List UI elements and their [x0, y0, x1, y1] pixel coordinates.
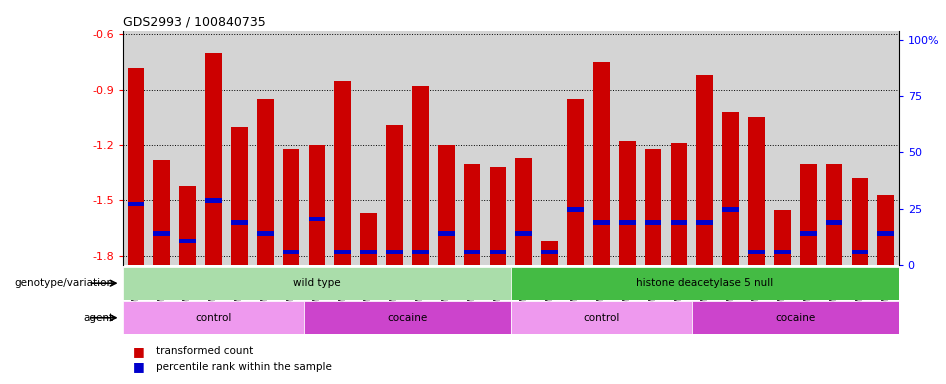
Bar [334, 250, 351, 254]
Bar [567, 99, 584, 265]
Bar [851, 250, 868, 254]
Text: percentile rank within the sample: percentile rank within the sample [156, 362, 332, 372]
Bar [256, 99, 273, 265]
Bar [748, 118, 765, 265]
Bar [231, 127, 248, 265]
Bar [722, 207, 739, 212]
Bar [799, 164, 816, 265]
Text: ■: ■ [132, 360, 144, 373]
Bar [304, 301, 511, 334]
Bar [360, 214, 377, 265]
Bar [671, 143, 688, 265]
Bar [489, 167, 506, 265]
Text: histone deacetylase 5 null: histone deacetylase 5 null [636, 278, 774, 288]
Text: cocaine: cocaine [387, 313, 428, 323]
Bar [826, 220, 843, 225]
Bar [128, 202, 145, 207]
Bar [386, 125, 403, 265]
Bar [386, 250, 403, 254]
Bar [412, 250, 429, 254]
Text: agent: agent [83, 313, 114, 323]
Bar [593, 62, 610, 265]
Bar [799, 231, 816, 236]
Bar [412, 86, 429, 265]
Bar [541, 241, 558, 265]
Bar [123, 267, 511, 300]
Bar [516, 158, 533, 265]
Bar [123, 301, 304, 334]
Bar [567, 207, 584, 212]
Bar [541, 250, 558, 254]
Text: ■: ■ [132, 345, 144, 358]
Bar [644, 220, 661, 225]
Bar [511, 267, 899, 300]
Bar [619, 141, 636, 265]
Text: control: control [583, 313, 620, 323]
Bar [231, 220, 248, 225]
Text: transformed count: transformed count [156, 346, 254, 356]
Bar [464, 164, 481, 265]
Bar [153, 160, 170, 265]
Bar [205, 198, 222, 203]
Bar [438, 145, 455, 265]
Bar [205, 53, 222, 265]
Bar [696, 220, 713, 225]
Bar [671, 220, 688, 225]
Text: wild type: wild type [293, 278, 341, 288]
Bar [464, 250, 481, 254]
Bar [619, 220, 636, 225]
Bar [308, 217, 325, 221]
Text: cocaine: cocaine [775, 313, 815, 323]
Bar [877, 231, 894, 236]
Bar [438, 231, 455, 236]
Bar [360, 250, 377, 254]
Bar [851, 178, 868, 265]
Bar [308, 145, 325, 265]
Bar [774, 210, 791, 265]
Bar [877, 195, 894, 265]
Text: control: control [195, 313, 232, 323]
Bar [516, 231, 533, 236]
Bar [179, 239, 196, 243]
Bar [334, 81, 351, 265]
Bar [774, 250, 791, 254]
Bar [179, 185, 196, 265]
Bar [256, 231, 273, 236]
Bar [153, 231, 170, 236]
Bar [593, 220, 610, 225]
Bar [722, 112, 739, 265]
Bar [696, 75, 713, 265]
Bar [283, 149, 300, 265]
Bar [511, 301, 692, 334]
Text: genotype/variation: genotype/variation [14, 278, 114, 288]
Bar [283, 250, 300, 254]
Bar [692, 301, 899, 334]
Text: GDS2993 / 100840735: GDS2993 / 100840735 [123, 15, 266, 28]
Bar [748, 250, 765, 254]
Bar [489, 250, 506, 254]
Bar [128, 68, 145, 265]
Bar [644, 149, 661, 265]
Bar [826, 164, 843, 265]
